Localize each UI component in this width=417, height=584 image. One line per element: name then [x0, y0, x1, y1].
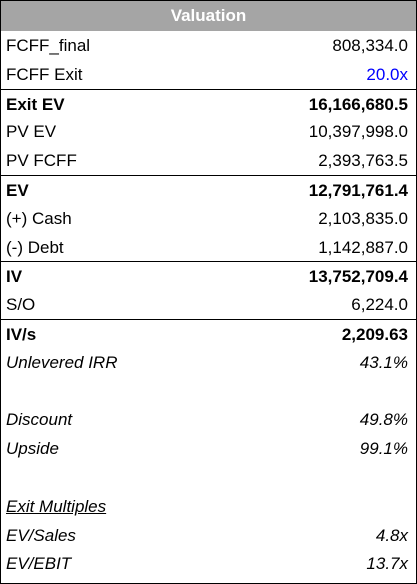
- table-row: PV EV 10,397,998.0: [1, 117, 416, 146]
- row-label: PV FCFF: [6, 151, 77, 171]
- table-row: IV 13,752,709.4: [1, 261, 416, 290]
- table-row: EV/EBIT 13.7x: [1, 549, 416, 578]
- row-value: 49.8%: [359, 410, 408, 430]
- row-label: (-) Debt: [6, 237, 64, 257]
- row-value: 99.1%: [359, 439, 408, 459]
- row-label: EV/EBIT: [6, 554, 72, 574]
- row-value: 10,397,998.0: [308, 122, 408, 142]
- row-label: EV/Sales: [6, 525, 76, 545]
- table-title: Valuation: [1, 1, 416, 31]
- row-value: 12,791,761.4: [308, 181, 408, 200]
- row-label: FCFF Exit: [6, 64, 83, 84]
- table-row: EV 12,791,761.4: [1, 175, 416, 204]
- row-value: 6,224.0: [351, 295, 408, 315]
- row-label: S/O: [6, 295, 36, 315]
- row-label: IV/s: [6, 325, 37, 344]
- row-value: 4.8x: [375, 525, 408, 545]
- table-row: IV/s 2,209.63: [1, 319, 416, 348]
- row-label: FCFF_final: [6, 36, 91, 55]
- table-row: Upside 99.1%: [1, 434, 416, 463]
- table-row: Unlevered IRR 43.1%: [1, 348, 416, 377]
- row-value: 2,209.63: [341, 325, 408, 344]
- row-value: 13,752,709.4: [308, 267, 408, 287]
- row-label: Upside: [6, 439, 59, 459]
- row-value: 43.1%: [359, 352, 408, 372]
- row-label: IV: [6, 267, 23, 287]
- row-value: 808,334.0: [332, 36, 408, 55]
- table-row: Discount 49.8%: [1, 405, 416, 434]
- table-row: EV/Sales 4.8x: [1, 521, 416, 550]
- table-row: (+) Cash 2,103,835.0: [1, 204, 416, 233]
- table-row: Exit EV 16,166,680.5: [1, 88, 416, 118]
- table-row: FCFF_final 808,334.0: [1, 31, 416, 60]
- row-value: 1,142,887.0: [318, 237, 408, 257]
- row-value: 2,393,763.5: [318, 151, 408, 171]
- row-value: 2,103,835.0: [318, 208, 408, 228]
- table-row: S/O 6,224.0: [1, 290, 416, 319]
- row-value: 13.7x: [366, 554, 408, 574]
- row-label: Unlevered IRR: [6, 352, 118, 372]
- table-row: FCFF Exit 20.0x: [1, 60, 416, 89]
- row-label: (+) Cash: [6, 208, 72, 228]
- row-value: 20.0x: [366, 64, 408, 84]
- row-label: EV: [6, 181, 29, 200]
- row-label: Exit EV: [6, 94, 65, 114]
- table-row: (-) Debt 1,142,887.0: [1, 233, 416, 262]
- row-label: Discount: [6, 410, 73, 430]
- row-label: Exit Multiples: [6, 496, 107, 516]
- row-value: 16,166,680.5: [308, 94, 408, 114]
- table-row: Exit Multiples: [1, 492, 416, 521]
- table-row: PV FCFF 2,393,763.5: [1, 146, 416, 175]
- row-label: PV EV: [6, 122, 57, 142]
